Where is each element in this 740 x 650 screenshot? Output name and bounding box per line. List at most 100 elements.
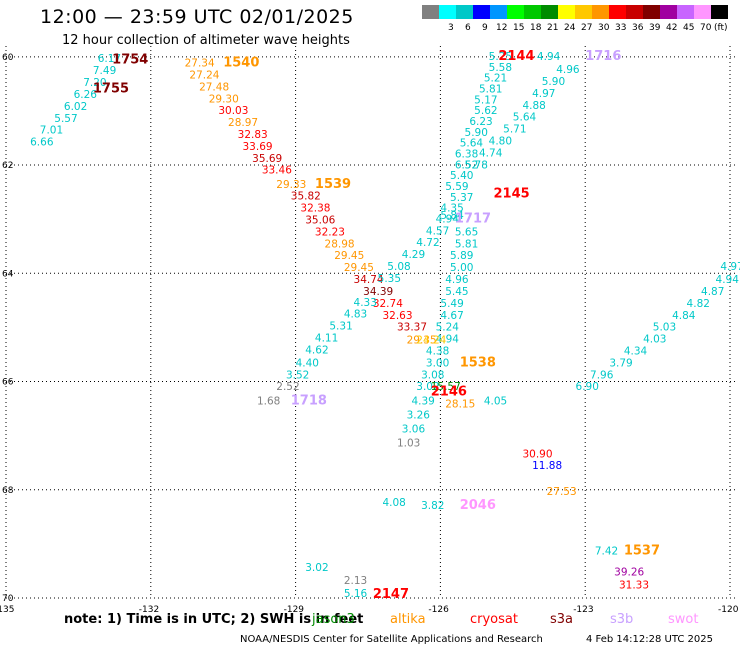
generation-timestamp: 4 Feb 14:12:28 UTC 2025 bbox=[586, 634, 713, 645]
wave-height-value: 5.78 bbox=[465, 159, 488, 171]
wave-height-value: 34.39 bbox=[363, 286, 393, 298]
wave-height-value: 29.45 bbox=[334, 250, 364, 262]
wave-height-value: 5.58 bbox=[489, 62, 512, 74]
wave-height-value: 4.35 bbox=[440, 203, 463, 215]
wave-height-value: 5.08 bbox=[387, 261, 410, 273]
latitude-tick-label: 68 bbox=[2, 486, 14, 496]
wave-height-value: 2.52 bbox=[276, 381, 299, 393]
wave-height-value: 3.02 bbox=[416, 381, 439, 393]
wave-height-value: 15.57 bbox=[431, 381, 461, 393]
mission-label: s3b bbox=[610, 612, 634, 627]
satellite-pass-id: 2046 bbox=[460, 498, 496, 513]
wave-height-value: 7.49 bbox=[93, 65, 116, 77]
map-grid bbox=[5, 46, 736, 599]
wave-height-value: 4.94 bbox=[436, 334, 460, 346]
map-title: 12:00 — 23:59 UTC 02/01/2025 bbox=[40, 6, 354, 28]
wave-height-value: 5.62 bbox=[474, 105, 497, 117]
wave-height-value: 4.84 bbox=[672, 310, 696, 322]
wave-height-value: 5.64 bbox=[460, 138, 484, 150]
wave-height-value: 5.64 bbox=[513, 112, 537, 124]
wave-height-value: 4.97 bbox=[720, 261, 740, 273]
legend-label: 70 bbox=[700, 23, 712, 33]
wave-height-value: 5.40 bbox=[450, 170, 473, 182]
wave-height-value: 4.29 bbox=[402, 249, 425, 261]
wave-height-value: 33.69 bbox=[243, 141, 273, 153]
wave-height-value: 28.97 bbox=[228, 117, 258, 129]
wave-height-value: 4.34 bbox=[624, 345, 648, 357]
wave-height-value: 31.33 bbox=[619, 579, 649, 591]
wave-height-value: 4.96 bbox=[556, 64, 580, 76]
map-subtitle: 12 hour collection of altimeter wave hei… bbox=[62, 33, 350, 48]
wave-height-value: 32.23 bbox=[315, 226, 345, 238]
wave-height-value: 4.97 bbox=[532, 88, 555, 100]
legend-label: 27 bbox=[581, 23, 593, 33]
wave-height-value: 6.66 bbox=[30, 137, 54, 149]
satellite-pass-id: 1539 bbox=[315, 177, 351, 192]
wave-height-value: 5.71 bbox=[503, 124, 526, 136]
satellite-pass-id: 1540 bbox=[223, 56, 259, 71]
wave-height-value: 3.00 bbox=[426, 357, 449, 369]
wave-height-value: 4.96 bbox=[445, 274, 469, 286]
legend-label: 9 bbox=[482, 23, 488, 33]
wave-height-value: 3.06 bbox=[402, 423, 426, 435]
legend-label: 21 bbox=[547, 23, 559, 33]
wave-height-value: 4.83 bbox=[344, 309, 367, 321]
longitude-tick-label: -132 bbox=[139, 605, 159, 615]
wave-height-value: 32.74 bbox=[373, 298, 403, 310]
wave-height-value: 4.82 bbox=[687, 298, 710, 310]
legend-label: 3 bbox=[448, 23, 454, 33]
wave-height-value: 5.31 bbox=[329, 321, 352, 333]
wave-height-value: 4.88 bbox=[522, 100, 545, 112]
wave-height-value: 27.24 bbox=[189, 69, 219, 81]
wave-height-value: 3.52 bbox=[286, 369, 309, 381]
satellite-pass-id: 1537 bbox=[624, 544, 660, 559]
legend-label: 6 bbox=[465, 23, 471, 33]
legend-label: 18 bbox=[530, 23, 542, 33]
mission-label: cryosat bbox=[470, 612, 518, 627]
latitude-tick-label: 60 bbox=[2, 53, 14, 63]
wave-height-value: 33.46 bbox=[262, 165, 292, 177]
wave-height-value: 4.38 bbox=[426, 345, 449, 357]
satellite-pass-id: 1718 bbox=[291, 393, 327, 408]
wave-height-value: 27.48 bbox=[199, 81, 229, 93]
wave-height-value: 5.89 bbox=[450, 250, 473, 262]
wave-height-value: 11.88 bbox=[532, 460, 562, 472]
wave-height-value: 5.59 bbox=[445, 181, 468, 193]
wave-height-value: 6.90 bbox=[576, 381, 599, 393]
satellite-pass-id: 1754 bbox=[112, 52, 148, 67]
wave-height-value: 4.39 bbox=[411, 395, 434, 407]
wave-height-value: 4.05 bbox=[484, 395, 507, 407]
wave-height-value: 5.35 bbox=[378, 273, 401, 285]
wave-height-value: 5.81 bbox=[455, 238, 478, 250]
wave-height-value: 5.57 bbox=[54, 113, 77, 125]
wave-height-value: 6.17 bbox=[98, 53, 121, 65]
wave-height-value: 4.62 bbox=[305, 344, 328, 356]
wave-height-value: 5.00 bbox=[450, 262, 473, 274]
wave-height-value: 29.45 bbox=[344, 262, 374, 274]
satellite-pass-id: 2145 bbox=[493, 187, 529, 202]
wave-height-value: 5.25 bbox=[489, 51, 512, 63]
wave-height-value: 32.38 bbox=[300, 203, 330, 215]
wave-height-value: 4.74 bbox=[479, 147, 503, 159]
legend-label: 39 bbox=[649, 23, 661, 33]
wave-height-value: 7.01 bbox=[40, 125, 63, 137]
wave-height-value: 3.82 bbox=[421, 500, 444, 512]
mission-label: swot bbox=[668, 612, 699, 627]
mission-label: altika bbox=[390, 612, 426, 627]
credit-line: NOAA/NESDIS Center for Satellite Applica… bbox=[240, 634, 543, 645]
satellite-pass-id: 2144 bbox=[498, 49, 534, 64]
satellite-pass-id: 2146 bbox=[431, 385, 467, 400]
map-ticks: -135 -132 -129 -126 -123 -120 60 62 64 66 68 70 bbox=[0, 53, 739, 615]
wave-height-value: 3.26 bbox=[407, 409, 431, 421]
wave-height-observations: 6.177.497.206.266.025.577.016.6627.3427.… bbox=[30, 51, 740, 600]
wave-height-value: 35.06 bbox=[305, 215, 335, 227]
wave-height-value: 5.81 bbox=[479, 84, 502, 96]
mission-label: s3a bbox=[550, 612, 574, 627]
wave-height-value: 28.98 bbox=[325, 238, 355, 250]
legend-label: 30 bbox=[598, 23, 610, 33]
wave-height-value: 5.45 bbox=[445, 286, 468, 298]
latitude-tick-label: 66 bbox=[2, 378, 14, 388]
latitude-tick-label: 62 bbox=[2, 161, 13, 171]
